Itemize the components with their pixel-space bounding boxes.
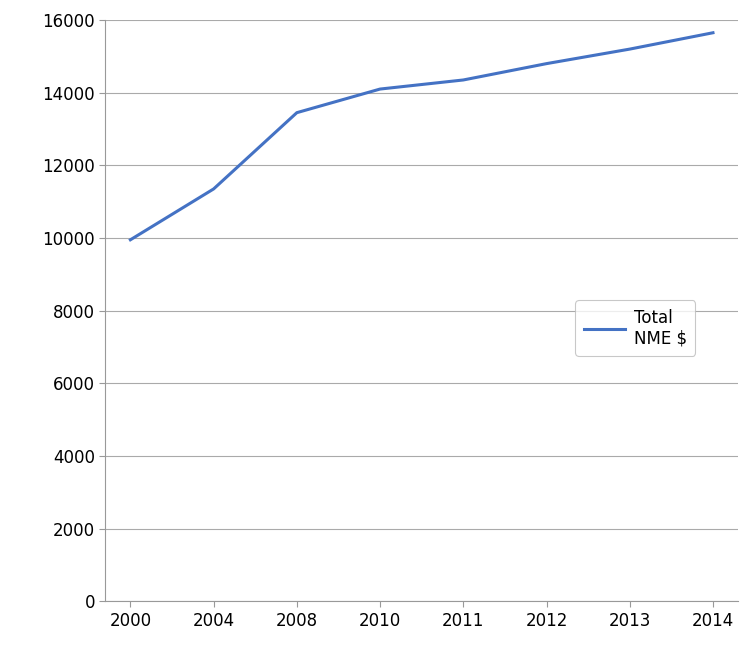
Total
NME $	[292, 109, 301, 117]
Total
NME $	[709, 29, 718, 37]
Line: Total
NME $: Total NME $	[130, 33, 713, 240]
Total
NME $	[126, 236, 135, 244]
Total
NME $	[625, 45, 634, 53]
Total
NME $	[209, 185, 218, 193]
Total
NME $	[376, 85, 385, 93]
Legend: Total
NME $: Total NME $	[575, 301, 695, 356]
Total
NME $	[542, 59, 551, 67]
Total
NME $	[459, 76, 468, 84]
